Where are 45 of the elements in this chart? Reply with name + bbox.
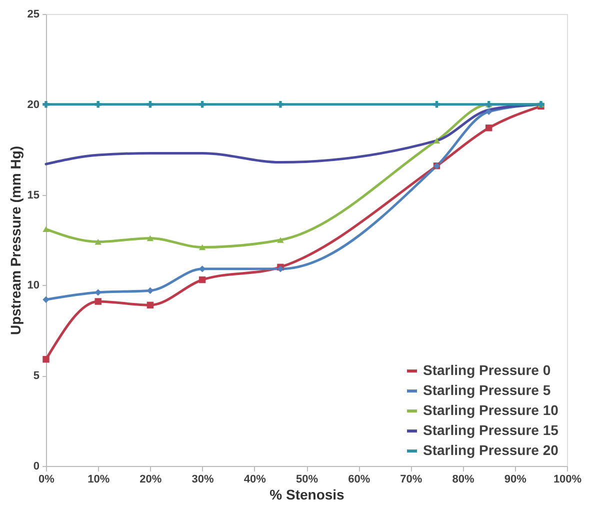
x-tick-label: 30%: [192, 474, 214, 486]
x-tick-label: 20%: [140, 474, 162, 486]
x-tick-label: 10%: [88, 474, 110, 486]
point: [198, 266, 206, 272]
y-tick-label: 25: [27, 8, 40, 20]
point: [42, 101, 50, 108]
point: [42, 226, 50, 232]
legend-label: Starling Pressure 15: [423, 422, 559, 438]
point: [42, 296, 50, 304]
x-tick-label: 70%: [400, 474, 422, 486]
point: [485, 108, 492, 115]
x-tick-label: 100%: [553, 474, 582, 486]
y-tick-label: 15: [27, 189, 40, 202]
point: [198, 244, 206, 250]
point: [146, 235, 154, 242]
point: [146, 101, 154, 108]
y-tick-label: 20: [27, 98, 40, 111]
x-tick-label: 60%: [348, 474, 370, 486]
point: [198, 101, 206, 108]
point: [94, 289, 102, 296]
x-tick-label: 40%: [244, 474, 266, 486]
point: [94, 101, 102, 108]
point: [277, 237, 284, 243]
point: [277, 101, 284, 108]
point: [146, 302, 154, 308]
y-tick-label: 5: [33, 370, 40, 382]
x-axis-title: % Stenosis: [270, 486, 345, 502]
point: [42, 356, 50, 363]
y-tick-label: 10: [27, 280, 40, 292]
x-tick-label: 50%: [296, 474, 318, 486]
x-tick-label: 0%: [38, 474, 55, 486]
y-axis-title: Upstream Pressure (mm Hg): [7, 146, 24, 336]
point: [94, 298, 102, 305]
x-tick-label: 80%: [452, 474, 475, 486]
legend-label: Starling Pressure 0: [423, 362, 551, 378]
legend-label: Starling Pressure 10: [423, 402, 559, 418]
legend-label: Starling Pressure 20: [423, 442, 559, 458]
x-tick-label: 90%: [504, 474, 527, 486]
point: [198, 276, 206, 284]
point: [433, 138, 440, 144]
y-tick-label: 0: [33, 460, 40, 472]
legend-label: Starling Pressure 5: [423, 382, 551, 398]
point: [94, 238, 102, 245]
point: [485, 124, 492, 132]
point: [433, 101, 440, 108]
